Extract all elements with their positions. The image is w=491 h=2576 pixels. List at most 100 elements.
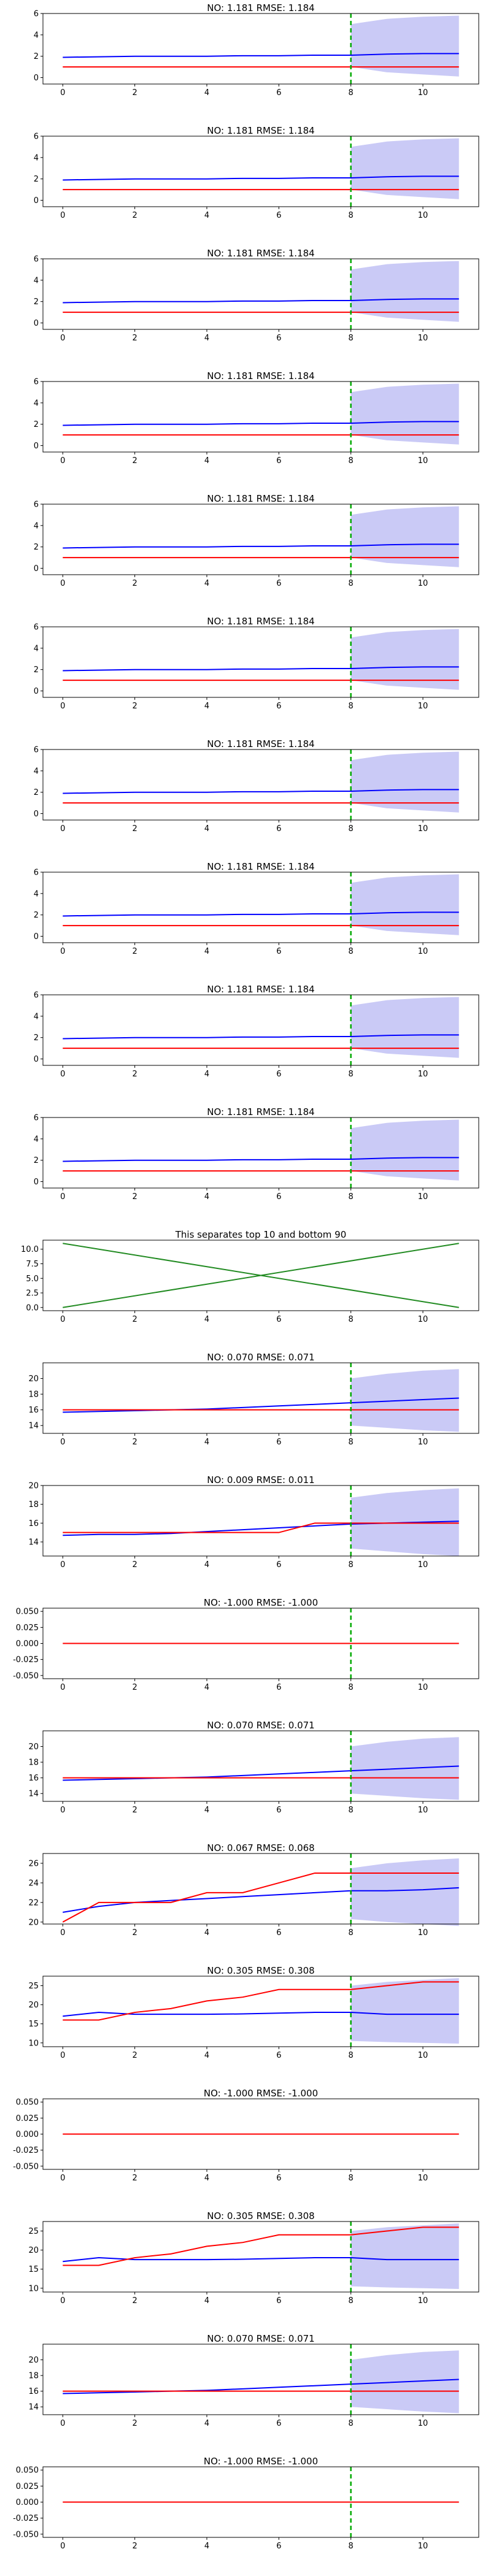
x-tick-label: 6 <box>276 2296 281 2306</box>
y-tick-label: 20 <box>28 1482 39 1491</box>
y-tick-label: 0 <box>34 319 39 328</box>
y-tick-label: -0.050 <box>13 1671 39 1681</box>
x-tick-label: 6 <box>276 2051 281 2060</box>
axes-frame <box>42 381 479 453</box>
x-tick-label: 10 <box>418 456 428 466</box>
x-tick-label: 10 <box>418 334 428 343</box>
chart-panel-13: NO: 0.009 RMSE: 0.011 0 2 4 6 8 10 14 16 18 20 <box>28 1474 479 1570</box>
series-line-red-2 <box>63 1981 459 2021</box>
series-line-blue-1 <box>63 1034 459 1040</box>
x-tick-label: 0 <box>60 824 65 834</box>
x-tick-label: 10 <box>418 2542 428 2551</box>
uncertainty-band <box>350 2223 459 2290</box>
x-tick-label: 2 <box>132 1438 137 1447</box>
chart-title: NO: -1.000 RMSE: -1.000 <box>204 1597 318 1608</box>
y-tick-label: 14 <box>28 2403 39 2412</box>
y-tick-label: 6 <box>34 868 39 878</box>
x-tick-label: 0 <box>60 1928 65 1938</box>
y-tick-label: -0.025 <box>13 2514 39 2523</box>
series-line-blue-1 <box>63 789 459 794</box>
x-tick-label: 6 <box>276 1928 281 1938</box>
x-tick-label: 4 <box>204 824 209 834</box>
x-tick-label: 8 <box>349 1928 354 1938</box>
series-line-blue-1 <box>63 421 459 426</box>
y-tick-label: 0.0 <box>26 1303 39 1313</box>
chart-title: NO: 0.305 RMSE: 0.308 <box>207 2210 314 2221</box>
x-tick-label: 8 <box>349 702 354 711</box>
x-tick-label: 4 <box>204 1438 209 1447</box>
chart-panel-1: NO: 1.181 RMSE: 1.184 0 2 4 6 8 10 0 2 4 6 <box>34 2 479 98</box>
y-tick-label: 6 <box>34 132 39 142</box>
x-tick-label: 8 <box>349 456 354 466</box>
x-tick-label: 0 <box>60 1438 65 1447</box>
y-tick-label: 2 <box>34 1156 39 1165</box>
y-tick-label: -0.050 <box>13 2162 39 2171</box>
x-tick-label: 4 <box>204 2051 209 2060</box>
x-tick-label: 8 <box>349 1806 354 1815</box>
x-tick-label: 2 <box>132 334 137 343</box>
y-tick-label: 18 <box>28 1390 39 1400</box>
y-tick-label: 0.025 <box>16 2482 39 2491</box>
chart-panel-12: NO: 0.070 RMSE: 0.071 0 2 4 6 8 10 14 16 18 20 <box>28 1352 479 1447</box>
uncertainty-band <box>350 15 459 77</box>
x-tick-label: 0 <box>60 2051 65 2060</box>
y-tick-label: 18 <box>28 1758 39 1768</box>
axes-frame <box>42 1853 479 1925</box>
x-tick-label: 4 <box>204 334 209 343</box>
y-tick-label: 4 <box>34 889 39 899</box>
y-tick-label: 2 <box>34 911 39 920</box>
x-tick-label: 6 <box>276 702 281 711</box>
chart-title: NO: 0.070 RMSE: 0.071 <box>207 1720 314 1731</box>
uncertainty-band <box>350 383 459 445</box>
x-tick-label: 8 <box>349 2296 354 2306</box>
y-tick-label: 2 <box>34 1033 39 1043</box>
y-tick-label: 15 <box>28 2020 39 2029</box>
chart-title: This separates top 10 and bottom 90 <box>175 1229 347 1240</box>
x-tick-label: 6 <box>276 334 281 343</box>
x-tick-label: 10 <box>418 1560 428 1570</box>
y-tick-label: 0.000 <box>16 2130 39 2139</box>
chart-title: NO: -1.000 RMSE: -1.000 <box>204 2088 318 2099</box>
chart-title: NO: 1.181 RMSE: 1.184 <box>207 616 314 627</box>
series-line-blue-1 <box>63 1765 459 1781</box>
axes-frame <box>42 504 479 575</box>
axes-frame <box>42 1362 479 1434</box>
x-tick-label: 0 <box>60 2174 65 2183</box>
y-tick-label: 25 <box>28 1982 39 1991</box>
axes-frame <box>42 626 479 698</box>
y-tick-label: 0.000 <box>16 1639 39 1649</box>
y-tick-label: 0 <box>34 196 39 205</box>
chart-title: NO: 1.181 RMSE: 1.184 <box>207 248 314 259</box>
y-tick-label: 2 <box>34 420 39 429</box>
axes-frame <box>42 1485 479 1557</box>
x-tick-label: 8 <box>349 947 354 956</box>
x-tick-label: 8 <box>349 1192 354 1202</box>
y-tick-label: 4 <box>34 644 39 653</box>
x-tick-label: 10 <box>418 579 428 588</box>
chart-title: NO: 1.181 RMSE: 1.184 <box>207 1106 314 1117</box>
x-tick-label: 10 <box>418 1192 428 1202</box>
x-tick-label: 10 <box>418 2174 428 2183</box>
x-tick-label: 6 <box>276 947 281 956</box>
y-tick-label: 6 <box>34 991 39 1000</box>
y-tick-label: 0 <box>34 564 39 573</box>
series-line-blue-1 <box>63 1157 459 1162</box>
x-tick-label: 6 <box>276 824 281 834</box>
series-line-blue-1 <box>63 175 459 181</box>
x-tick-label: 0 <box>60 2419 65 2428</box>
axes-frame <box>42 13 479 85</box>
uncertainty-band <box>350 261 459 322</box>
axes-frame <box>42 258 479 330</box>
chart-panel-8: NO: 1.181 RMSE: 1.184 0 2 4 6 8 10 0 2 4 6 <box>34 861 479 956</box>
x-tick-label: 4 <box>204 1070 209 1079</box>
y-tick-label: 0 <box>34 74 39 83</box>
x-tick-label: 0 <box>60 1070 65 1079</box>
x-tick-label: 6 <box>276 1560 281 1570</box>
x-tick-label: 0 <box>60 334 65 343</box>
x-tick-label: 6 <box>276 579 281 588</box>
y-tick-label: 0 <box>34 932 39 941</box>
chart-title: NO: 1.181 RMSE: 1.184 <box>207 493 314 504</box>
series-line-green-2 <box>63 1243 459 1308</box>
x-tick-label: 4 <box>204 1192 209 1202</box>
x-tick-label: 0 <box>60 702 65 711</box>
